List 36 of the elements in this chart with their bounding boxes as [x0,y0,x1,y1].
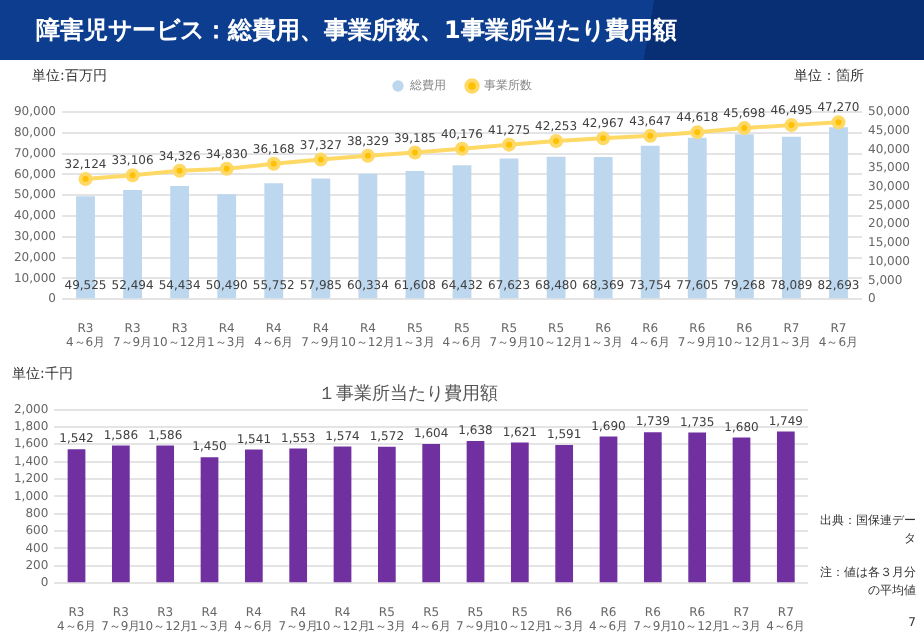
bar [776,431,795,583]
bar [643,432,662,583]
point [455,141,469,156]
bar [555,445,574,583]
chart-title: １事業所当たり費用額 [318,383,498,406]
point [78,171,93,186]
point [360,148,375,163]
bar [599,436,618,583]
point [643,128,658,143]
chart-title: 障害児サービス：総費用、事業所数、1事業所当たり費用額 [0,0,924,60]
bar [111,445,130,583]
bar [510,442,529,583]
point [549,134,564,149]
bar [289,448,308,583]
point [737,121,752,136]
bar [67,449,86,583]
point [831,115,846,130]
bar [200,457,219,583]
point [313,152,328,167]
point [407,145,422,160]
point [596,131,611,146]
point [172,163,187,178]
point [784,118,799,133]
point [266,156,281,171]
bar [244,449,263,583]
bar [422,443,441,583]
bar [732,437,751,583]
bar [377,446,396,583]
bar [466,441,485,583]
point [125,168,140,183]
bar [333,446,352,583]
point [502,137,517,152]
point [690,125,705,140]
bar [156,445,175,583]
bar [688,432,707,583]
point [219,161,234,176]
